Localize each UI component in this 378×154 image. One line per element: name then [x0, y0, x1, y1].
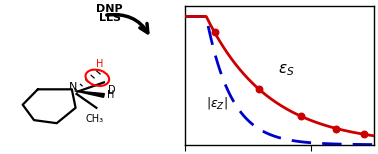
Text: CH₃: CH₃	[85, 114, 104, 124]
Point	[361, 133, 367, 136]
Point	[256, 88, 262, 90]
Text: D: D	[108, 85, 115, 95]
Text: LLS: LLS	[99, 14, 121, 23]
Point	[298, 115, 304, 117]
Point	[212, 31, 218, 34]
Text: N: N	[68, 82, 77, 92]
Text: DNP: DNP	[96, 4, 123, 14]
Text: H: H	[96, 59, 103, 69]
Polygon shape	[75, 91, 104, 97]
Text: $|\epsilon_Z|$: $|\epsilon_Z|$	[206, 95, 228, 111]
Text: $\epsilon_S$: $\epsilon_S$	[277, 62, 294, 78]
Point	[333, 127, 339, 130]
Text: H: H	[107, 91, 115, 100]
